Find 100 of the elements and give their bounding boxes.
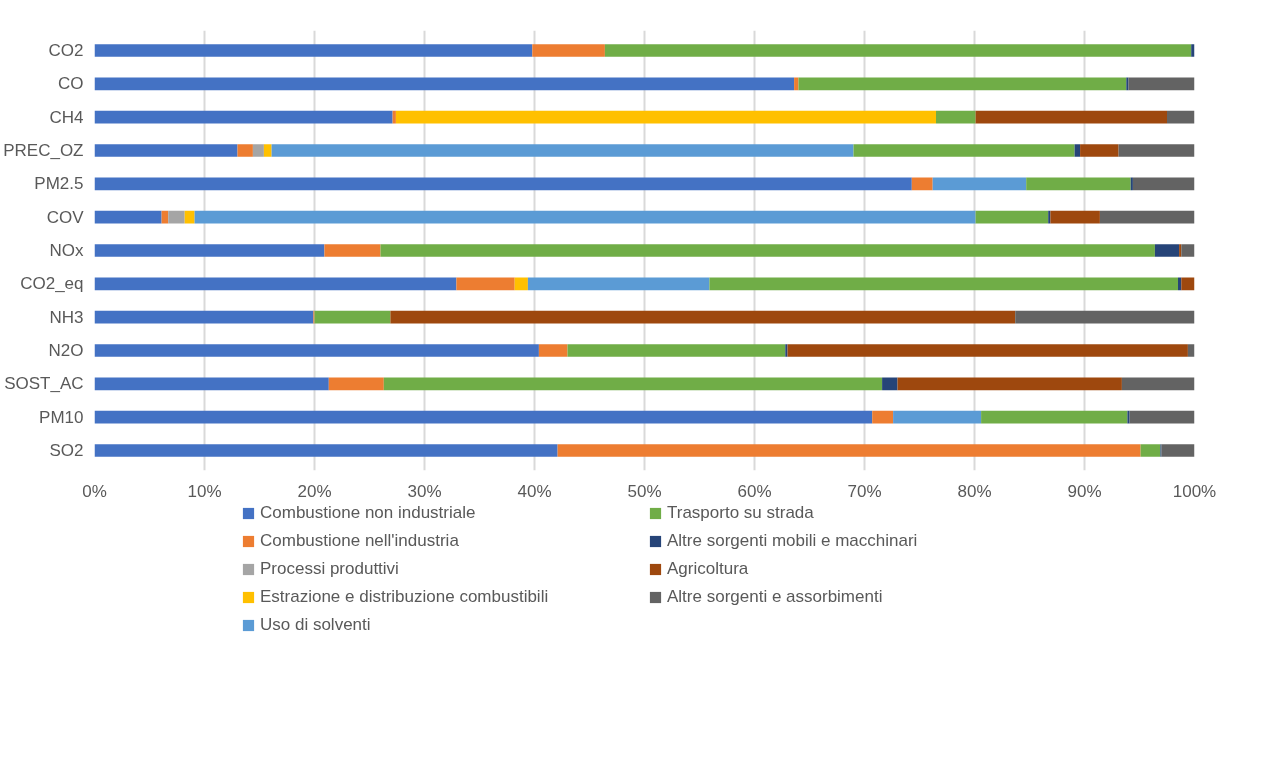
bar	[94, 244, 325, 257]
bar	[194, 210, 976, 224]
bar	[787, 344, 1188, 357]
bar	[794, 77, 799, 91]
y-tick-label: CO2	[48, 41, 84, 60]
bar	[1132, 177, 1195, 191]
bar	[1181, 244, 1195, 257]
bar	[395, 110, 936, 124]
bar	[1050, 210, 1100, 224]
bar	[936, 110, 976, 124]
x-tick-label: 60%	[737, 481, 772, 501]
bar	[538, 344, 568, 357]
legend-label: Uso di solventi	[260, 615, 372, 635]
bar	[1179, 244, 1182, 257]
bar	[981, 410, 1128, 424]
y-tick-label: SO2	[49, 441, 84, 460]
bar	[882, 377, 898, 391]
bar	[94, 277, 457, 291]
bar	[94, 444, 558, 457]
bar	[94, 44, 533, 57]
y-tick-label: CH4	[49, 107, 84, 127]
bar	[1181, 277, 1195, 291]
bar	[785, 344, 788, 357]
bar	[94, 110, 393, 124]
bar	[94, 177, 912, 191]
bar	[392, 110, 396, 124]
legend-label: Processi produttivi	[260, 559, 400, 579]
bar	[1154, 244, 1180, 257]
bar	[1099, 210, 1195, 224]
y-tick-label: PM10	[39, 407, 84, 427]
x-tick-label: 50%	[627, 481, 662, 501]
x-tick-label: 100%	[1172, 481, 1217, 501]
bar	[390, 310, 1016, 324]
bar	[1121, 377, 1195, 391]
x-tick-label: 40%	[517, 481, 552, 501]
bar	[94, 144, 238, 157]
legend-label: Altre sorgenti e assorbimenti	[667, 587, 884, 607]
x-tick-label: 30%	[407, 481, 442, 501]
legend-label: Trasporto su strada	[667, 503, 815, 523]
y-tick-label: CO2_eq	[20, 274, 84, 294]
legend-label: Combustione non industriale	[260, 503, 477, 523]
y-tick-label: PREC_OZ	[3, 141, 84, 160]
legend-label: Combustione nell'industria	[260, 531, 460, 551]
x-tick-label: 10%	[187, 481, 222, 501]
bar	[893, 410, 982, 424]
bar	[1191, 44, 1195, 57]
bar	[380, 244, 1155, 257]
bar	[237, 144, 253, 157]
bar	[1048, 210, 1051, 224]
x-tick-label: 0%	[82, 481, 107, 501]
bar	[94, 210, 162, 224]
bar	[604, 44, 1192, 57]
bar	[328, 377, 384, 391]
bar	[1080, 144, 1119, 157]
x-tick-label: 80%	[957, 481, 992, 501]
bar	[1167, 110, 1195, 124]
legend-label: Estrazione e distribuzione combustibili	[260, 587, 550, 607]
x-tick-label: 90%	[1067, 481, 1102, 501]
bar	[1026, 177, 1131, 191]
bar	[161, 210, 169, 224]
y-tick-label: CO	[58, 74, 84, 94]
y-tick-label: N2O	[48, 341, 84, 360]
bar	[975, 110, 1167, 124]
bar	[314, 310, 391, 324]
bar	[1015, 310, 1195, 324]
bar	[1129, 410, 1195, 424]
bar	[324, 244, 381, 257]
y-tick-label: COV	[46, 207, 85, 227]
bar	[532, 44, 605, 57]
bar	[798, 77, 1127, 91]
bar	[1126, 77, 1129, 91]
bar	[709, 277, 1178, 291]
bar	[168, 210, 185, 224]
bar	[271, 144, 854, 157]
bar	[853, 144, 1075, 157]
bar	[514, 277, 528, 291]
legend-label: Altre sorgenti mobili e macchinari	[667, 531, 919, 551]
bar	[94, 410, 873, 424]
y-tick-label: SOST_AC	[4, 374, 84, 394]
bar	[94, 310, 314, 324]
bar	[932, 177, 1027, 191]
bar	[975, 210, 1049, 224]
bar	[567, 344, 786, 357]
bar	[184, 210, 195, 224]
y-tick-label: NH3	[49, 307, 84, 327]
y-tick-label: NOx	[49, 241, 84, 260]
bar	[911, 177, 933, 191]
bar	[94, 77, 795, 91]
bar	[94, 377, 329, 391]
bar	[383, 377, 883, 391]
bar	[1128, 77, 1195, 91]
legend-label: Agricoltura	[667, 559, 750, 579]
bar	[1127, 410, 1130, 424]
bar	[456, 277, 515, 291]
bar	[872, 410, 894, 424]
bar	[1118, 144, 1195, 157]
bar	[1187, 344, 1195, 357]
bar	[897, 377, 1122, 391]
y-tick-label: PM2.5	[34, 174, 84, 194]
bar	[94, 344, 539, 357]
